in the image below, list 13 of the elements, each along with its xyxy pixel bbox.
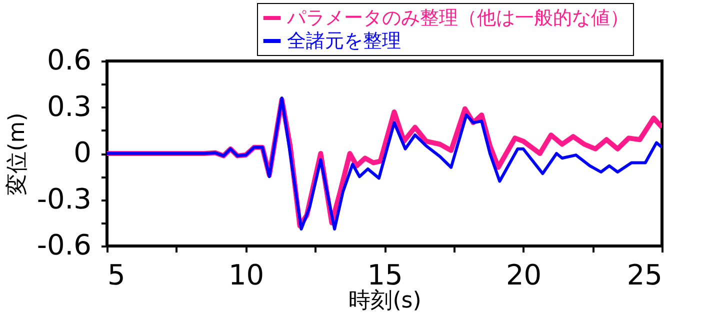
y-tick-label: 0	[74, 136, 92, 169]
legend-label: 全諸元を整理	[287, 30, 401, 52]
y-tick-label: -0.6	[36, 228, 92, 262]
y-tick-label: -0.3	[36, 182, 92, 216]
y-tick-label: 0.3	[46, 90, 92, 123]
x-axis-title: 時刻(s)	[348, 288, 422, 314]
y-tick-label: 0.6	[46, 44, 92, 76]
x-tick-label: 20	[506, 258, 542, 292]
x-tick-label: 5	[108, 258, 126, 292]
x-tick-label: 25	[626, 258, 662, 292]
y-axis-title: 変位(m)	[4, 112, 30, 196]
x-tick-label: 10	[228, 258, 264, 292]
legend-label: パラメータのみ整理（他は一般的な値）	[286, 7, 629, 29]
